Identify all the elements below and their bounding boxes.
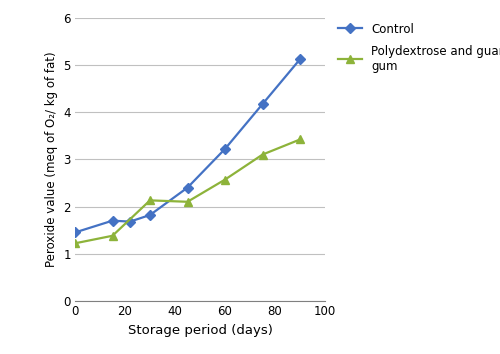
Polydextrose and guar
gum (222, 177, 228, 182)
Control (184, 185, 190, 190)
Control (147, 213, 153, 217)
Polydextrose and guar
gum (110, 234, 116, 238)
Control (260, 102, 266, 106)
Polydextrose and guar
gum (72, 241, 78, 245)
Polydextrose and guar
gum (297, 137, 303, 142)
Polydextrose and guar
gum (260, 153, 266, 157)
Polydextrose and guar
gum (147, 198, 153, 202)
X-axis label: Storage period (days): Storage period (days) (128, 324, 272, 337)
Control (110, 218, 116, 223)
Legend: Control, Polydextrose and guar
gum: Control, Polydextrose and guar gum (334, 18, 500, 78)
Line: Polydextrose and guar
gum: Polydextrose and guar gum (71, 135, 304, 247)
Y-axis label: Peroxide value (meq of O₂/ kg of fat): Peroxide value (meq of O₂/ kg of fat) (45, 51, 58, 267)
Control (297, 57, 303, 61)
Control (222, 147, 228, 151)
Control (72, 230, 78, 235)
Line: Control: Control (72, 56, 304, 236)
Control (127, 219, 133, 224)
Polydextrose and guar
gum (184, 200, 190, 204)
